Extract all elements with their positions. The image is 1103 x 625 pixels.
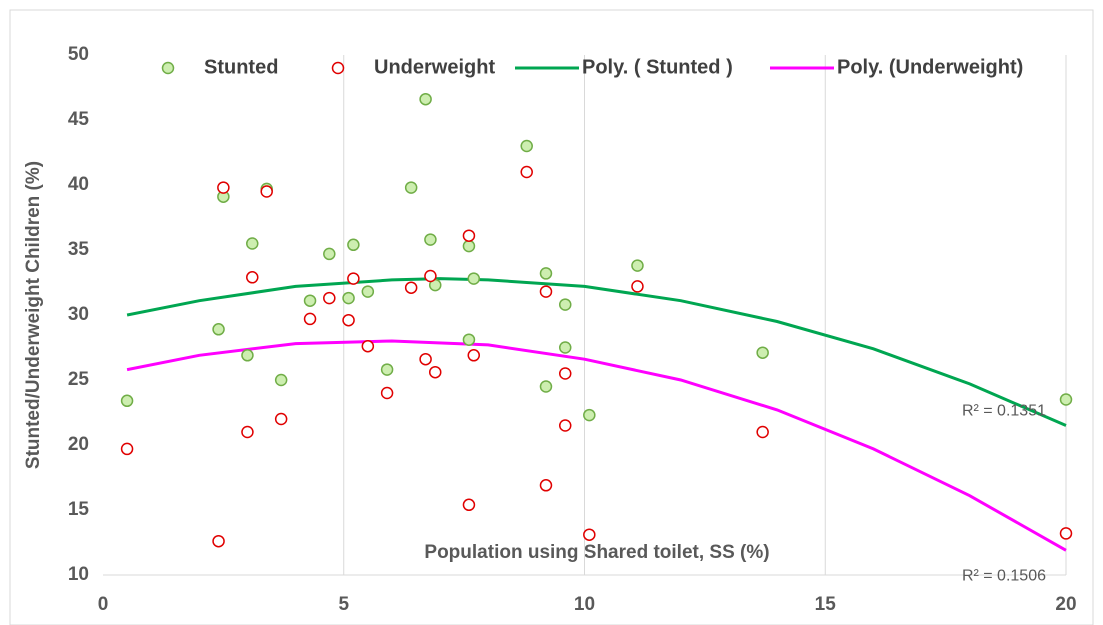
- y-tick-label: 30: [68, 304, 89, 325]
- point: [1059, 527, 1073, 540]
- point: [303, 312, 317, 326]
- point: [539, 479, 553, 492]
- point: [260, 185, 273, 198]
- point: [419, 352, 432, 366]
- point: [558, 419, 572, 432]
- x-tick-label: 10: [574, 594, 595, 615]
- point: [520, 139, 533, 153]
- x-tick-label: 5: [338, 594, 349, 615]
- x-tick-label: 0: [98, 594, 109, 615]
- point: [583, 528, 596, 541]
- point: [303, 294, 317, 307]
- point: [120, 442, 134, 456]
- point: [467, 349, 481, 362]
- chart-border: [9, 9, 1094, 625]
- y-tick-label: 35: [68, 239, 90, 260]
- point: [120, 394, 134, 408]
- point: [424, 233, 437, 246]
- y-tick-label: 20: [68, 434, 89, 455]
- point: [274, 373, 288, 387]
- point: [520, 165, 533, 179]
- y-tick-label: 10: [68, 564, 89, 585]
- point: [583, 408, 596, 422]
- point: [539, 267, 553, 280]
- y-tick-label: 45: [68, 109, 90, 130]
- point: [539, 285, 553, 298]
- point: [558, 341, 572, 354]
- point: [217, 181, 230, 194]
- point: [462, 333, 476, 346]
- point: [404, 181, 418, 194]
- point: [347, 272, 360, 285]
- trendline: [126, 277, 1067, 427]
- point: [323, 291, 336, 305]
- point: [361, 285, 375, 298]
- point: [424, 269, 437, 283]
- x-tick-label: 20: [1055, 594, 1076, 615]
- y-tick-label: 40: [68, 174, 89, 195]
- y-tick-label: 25: [68, 369, 90, 390]
- r2-label: R² = 0.1506: [962, 568, 1046, 585]
- point: [342, 313, 355, 327]
- point: [361, 339, 375, 353]
- point: [428, 365, 442, 379]
- point: [756, 425, 769, 439]
- point: [380, 386, 394, 400]
- legend-label: Poly. ( Stunted ): [582, 56, 733, 78]
- point: [631, 280, 644, 293]
- legend-label: Stunted: [204, 56, 278, 78]
- point: [212, 323, 225, 336]
- legend-marker: [161, 61, 175, 75]
- point: [347, 238, 360, 252]
- y-axis-title: Stunted/Underweight Children (%): [23, 161, 44, 469]
- point: [462, 498, 476, 512]
- y-tick-label: 50: [68, 44, 89, 65]
- point: [558, 367, 572, 380]
- point: [342, 291, 355, 305]
- point: [467, 272, 481, 285]
- point: [246, 237, 259, 250]
- point: [404, 281, 418, 294]
- x-tick-label: 15: [815, 594, 837, 615]
- legend-label: Underweight: [374, 56, 495, 78]
- x-axis-title: Population using Shared toilet, SS (%): [424, 542, 769, 563]
- point: [212, 534, 225, 548]
- trendline: [126, 339, 1067, 552]
- point: [539, 380, 553, 393]
- point: [558, 298, 572, 311]
- point: [323, 247, 336, 261]
- point: [462, 229, 476, 242]
- point: [241, 349, 254, 362]
- r2-label: R² = 0.1351: [962, 403, 1046, 420]
- point: [756, 346, 769, 359]
- point: [380, 363, 394, 376]
- point: [419, 92, 432, 106]
- point: [631, 259, 644, 272]
- y-tick-label: 15: [68, 499, 90, 520]
- point: [1059, 393, 1073, 406]
- point: [462, 239, 476, 253]
- point: [241, 425, 254, 439]
- legend-marker: [331, 61, 345, 75]
- legend-label: Poly. (Underweight): [837, 56, 1023, 78]
- point: [246, 271, 259, 284]
- point: [274, 412, 288, 426]
